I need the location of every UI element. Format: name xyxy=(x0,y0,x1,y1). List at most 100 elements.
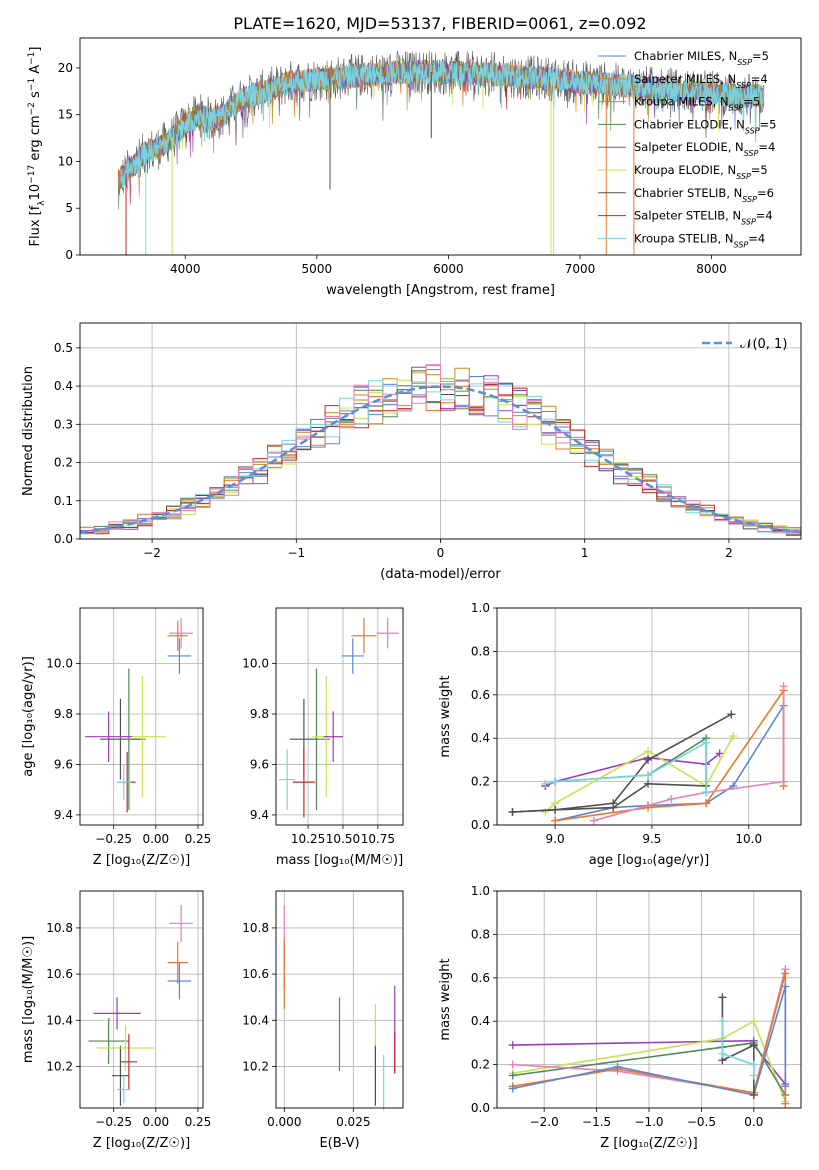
weight-marker xyxy=(727,710,736,719)
weight-marker xyxy=(718,993,727,1002)
y-axis-label-part: s xyxy=(28,91,43,102)
error-point xyxy=(169,618,193,649)
x-tick-label: 8000 xyxy=(696,262,727,276)
y-tick-label: 10 xyxy=(58,154,73,168)
y-tick-label: 10.0 xyxy=(46,657,73,671)
y-tick-label: 9.6 xyxy=(54,757,73,771)
y-tick-label: 15 xyxy=(58,108,73,122)
legend-label: Chabrier STELIB, NSSP=6 xyxy=(634,186,774,204)
y-axis-label: mass weight xyxy=(438,675,453,757)
legend-label-main: Kroupa ELODIE, N xyxy=(634,163,736,177)
x-axis-label: age [log₁₀(age/yr)] xyxy=(589,853,710,868)
y-axis-label-part: −2 xyxy=(27,102,37,115)
y-axis-label: Normed distribution xyxy=(21,366,36,496)
y-tick-label: 10.4 xyxy=(46,1013,73,1027)
legend-label: Salpeter STELIB, NSSP=4 xyxy=(634,209,773,227)
weight-marker xyxy=(508,1041,517,1050)
legend-label-sub: SSP xyxy=(734,240,749,249)
spectrum-lines xyxy=(117,50,765,255)
y-tick-label: 9.4 xyxy=(250,808,269,822)
y-tick-label: 0.2 xyxy=(471,1058,490,1072)
weight-marker xyxy=(702,799,711,808)
error-point xyxy=(323,711,343,762)
error-point xyxy=(278,749,296,810)
error-point xyxy=(167,941,188,984)
x-tick-label: 1 xyxy=(581,546,589,560)
axes-frame xyxy=(496,890,802,1109)
x-tick-label: −1 xyxy=(287,546,305,560)
error-point xyxy=(96,1024,155,1072)
legend-label: Chabrier ELODIE, NSSP=5 xyxy=(634,117,776,135)
weight-marker xyxy=(749,1071,758,1080)
y-axis-label-part: erg cm xyxy=(28,115,43,164)
weight-marker xyxy=(667,794,676,803)
y-tick-label: 9.8 xyxy=(250,707,269,721)
legend-label-sub: SSP xyxy=(736,172,751,181)
weight-marker xyxy=(729,732,738,741)
weight-marker xyxy=(779,777,788,786)
error-point xyxy=(85,711,133,762)
legend-label-main: Chabrier STELIB, N xyxy=(634,186,742,200)
y-tick-label: 10.2 xyxy=(242,1059,269,1073)
x-tick-label: 5000 xyxy=(302,262,333,276)
x-axis-label: Z [log₁₀(Z/Z☉)] xyxy=(93,853,190,868)
y-tick-label: 0.1 xyxy=(54,494,73,508)
legend-label-main: Salpeter MILES, N xyxy=(634,72,736,86)
weight-marker xyxy=(551,816,560,825)
y-axis-label-part: −1 xyxy=(27,52,37,65)
weight-marker xyxy=(718,1049,727,1058)
error-point xyxy=(167,638,192,674)
legend-label-tail: =5 xyxy=(751,163,768,177)
legend-label: Chabrier MILES, NSSP=5 xyxy=(634,49,769,67)
legend-label-tail: =4 xyxy=(758,140,775,154)
gaussian-curve xyxy=(80,385,801,534)
x-tick-label: 10.50 xyxy=(326,832,360,846)
error-point xyxy=(117,1075,131,1104)
weight-marker xyxy=(749,1090,758,1099)
y-tick-label: 0.8 xyxy=(471,927,490,941)
weight-marker xyxy=(541,807,550,816)
y-tick-label: 0.4 xyxy=(471,1014,490,1028)
y-tick-label: 10.6 xyxy=(46,967,73,981)
weight-marker xyxy=(541,779,550,788)
weight-marker xyxy=(718,1017,727,1026)
legend-label-sub: SSP xyxy=(745,126,760,135)
weight-line xyxy=(512,1042,786,1096)
x-axis-label: mass [log₁₀(M/M☉)] xyxy=(276,853,403,868)
legend-label-sub: SSP xyxy=(736,80,751,89)
y-tick-label: 0 xyxy=(65,248,73,262)
legend-label: Kroupa MILES, NSSP=5 xyxy=(634,95,760,113)
weight-marker xyxy=(644,755,653,764)
y-tick-label: 0.4 xyxy=(54,379,73,393)
weight-marker xyxy=(551,805,560,814)
weight-marker xyxy=(644,747,653,756)
y-tick-label: 10.0 xyxy=(242,657,269,671)
weight-line xyxy=(721,1021,755,1076)
error-point xyxy=(112,668,146,810)
histogram-lines xyxy=(80,364,801,538)
weight-marker xyxy=(508,1071,517,1080)
x-tick-label: 0.00 xyxy=(142,1115,169,1129)
legend-label-sub: SSP xyxy=(737,58,752,67)
y-tick-label: 0.2 xyxy=(54,456,73,470)
weight-marker xyxy=(781,1082,790,1091)
x-tick-label: −0.25 xyxy=(95,1115,132,1129)
weight-marker xyxy=(779,682,788,691)
legend-label-main: Chabrier ELODIE, N xyxy=(634,117,745,131)
weight-marker xyxy=(702,788,711,797)
y-axis-label: mass [log₁₀(M/M☉)] xyxy=(21,936,36,1063)
x-tick-label: 9.5 xyxy=(642,832,661,846)
legend-label: Salpeter ELODIE, NSSP=4 xyxy=(634,140,775,158)
x-axis-label: (data-model)/error xyxy=(380,567,501,582)
weight_vs_Z-panel: −2.0 −1.5 −1.0 −0.5 0.0 0.0 0.2 0.4 0.6 0.8 1.0 Z [… xyxy=(438,884,802,1151)
y-tick-label: 20 xyxy=(58,61,73,75)
error-point xyxy=(93,997,141,1030)
axes-frame xyxy=(79,322,802,540)
x-tick-label: 2 xyxy=(725,546,733,560)
axes-frame xyxy=(79,607,204,826)
error-point xyxy=(117,764,131,800)
legend-label-tail: =5 xyxy=(760,117,777,131)
legend-label-tail: =4 xyxy=(751,72,768,86)
